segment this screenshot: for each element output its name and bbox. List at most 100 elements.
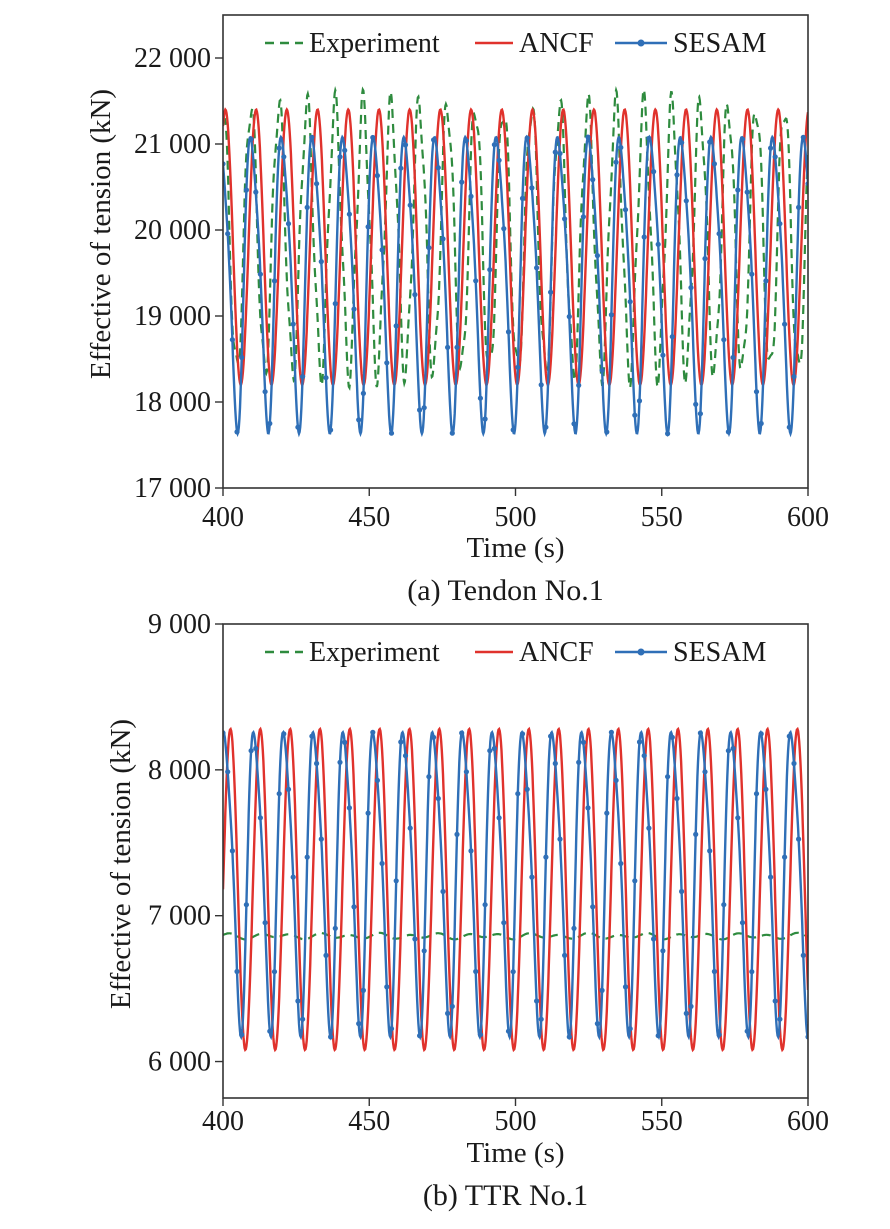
- series-marker-sesam: [711, 968, 718, 975]
- series-marker-sesam: [318, 836, 324, 842]
- legend-label-experiment: Experiment: [309, 28, 440, 59]
- series-marker-sesam: [253, 745, 259, 752]
- series-marker-sesam: [318, 259, 324, 265]
- series-marker-sesam: [782, 854, 788, 860]
- series-marker-sesam: [356, 417, 362, 423]
- legend-label-experiment: Experiment: [309, 637, 440, 668]
- series-marker-sesam: [580, 739, 587, 745]
- series-marker-sesam: [622, 207, 629, 213]
- series-marker-sesam: [604, 810, 610, 816]
- series-marker-sesam: [445, 344, 451, 350]
- series-marker-sesam: [309, 733, 315, 739]
- chart-1: 17 000 18 000 19 000 20 000 21 000 22 000 400 4…: [85, 14, 829, 607]
- y-axis-title: Effective of tension (kN): [105, 719, 137, 1009]
- legend-marker-sesam: [637, 39, 645, 47]
- series-marker-sesam: [702, 769, 708, 775]
- series-marker-sesam: [417, 407, 423, 413]
- series-marker-sesam: [608, 312, 615, 318]
- series-marker-sesam: [328, 1034, 334, 1040]
- series-marker-sesam: [449, 430, 455, 436]
- series-marker-sesam: [300, 374, 306, 380]
- series-marker-sesam: [660, 352, 666, 358]
- series-marker-sesam: [379, 247, 385, 253]
- series-marker-sesam: [440, 236, 446, 242]
- series-marker-sesam: [580, 214, 587, 220]
- series-marker-sesam: [440, 888, 446, 895]
- series-marker-sesam: [225, 231, 231, 237]
- series-marker-sesam: [271, 278, 278, 284]
- series-marker-sesam: [585, 134, 591, 140]
- series-marker-sesam: [702, 256, 708, 262]
- series-marker-sesam: [468, 848, 474, 854]
- series-marker-sesam: [360, 390, 366, 396]
- series-marker-sesam: [276, 791, 282, 797]
- series-marker-sesam: [337, 759, 343, 765]
- series-marker-sesam: [622, 984, 629, 990]
- series-marker-sesam: [763, 786, 769, 792]
- series-marker-sesam: [721, 337, 727, 343]
- series-marker-sesam: [552, 149, 558, 155]
- series-marker-sesam: [328, 427, 334, 433]
- series-marker-sesam: [749, 271, 755, 277]
- legend-label-ancf: ANCF: [519, 637, 594, 668]
- series-marker-sesam: [281, 731, 287, 737]
- series-marker-sesam: [370, 134, 376, 141]
- series-marker-sesam: [402, 753, 409, 759]
- series-marker-sesam: [491, 745, 497, 752]
- series-marker-sesam: [281, 154, 287, 160]
- series-marker-sesam: [234, 968, 240, 975]
- series-marker-sesam: [613, 777, 619, 784]
- legend-background: [253, 21, 783, 61]
- series-marker-sesam: [431, 137, 437, 143]
- series-marker-sesam: [735, 187, 741, 193]
- series-marker-sesam: [744, 189, 750, 195]
- series-marker-sesam: [510, 969, 516, 975]
- series-marker-sesam: [239, 1032, 245, 1038]
- series-marker-sesam: [749, 969, 755, 975]
- y-tick-label: 6 000: [148, 1047, 211, 1078]
- series-marker-sesam: [646, 825, 652, 831]
- series-marker-sesam: [791, 760, 797, 767]
- series-marker-sesam: [519, 731, 526, 737]
- series-marker-sesam: [739, 136, 746, 142]
- series-marker-sesam: [777, 221, 783, 227]
- series-marker-sesam: [398, 739, 404, 745]
- series-marker-sesam: [683, 1010, 689, 1017]
- series-marker-sesam: [768, 145, 774, 151]
- series-marker-sesam: [618, 860, 624, 867]
- series-marker-sesam: [323, 375, 329, 381]
- series-marker-sesam: [534, 998, 540, 1004]
- series-marker-sesam: [374, 777, 380, 784]
- series-marker-sesam: [519, 195, 526, 201]
- series-marker-sesam: [473, 278, 479, 284]
- series-marker-sesam: [342, 147, 348, 153]
- series-marker-sesam: [337, 154, 343, 160]
- series-marker-sesam: [786, 424, 792, 430]
- series-marker-sesam: [402, 142, 409, 148]
- series-marker-sesam: [674, 172, 680, 178]
- series-marker-sesam: [346, 211, 352, 217]
- series-marker-sesam: [524, 135, 530, 141]
- series-marker-sesam: [683, 198, 689, 204]
- series-marker-sesam: [248, 748, 254, 754]
- series-marker-sesam: [501, 226, 507, 232]
- series-marker-sesam: [548, 733, 554, 739]
- series-marker-sesam: [482, 902, 488, 908]
- series-marker-sesam: [398, 165, 404, 171]
- series-marker-sesam: [641, 753, 647, 759]
- series-marker-sesam: [463, 138, 469, 144]
- series-marker-sesam: [571, 925, 577, 931]
- series-marker-sesam: [646, 135, 652, 141]
- series-marker-sesam: [576, 759, 582, 765]
- series-marker-sesam: [730, 745, 736, 752]
- series-marker-sesam: [459, 730, 465, 736]
- series-marker-sesam: [627, 299, 633, 305]
- series-marker-sesam: [435, 165, 441, 171]
- series-marker-sesam: [697, 411, 704, 417]
- series-marker-sesam: [730, 354, 736, 361]
- series-marker-sesam: [529, 874, 535, 880]
- series-marker-sesam: [753, 791, 760, 797]
- series-marker-sesam: [636, 398, 643, 404]
- series-marker-sesam: [669, 734, 675, 740]
